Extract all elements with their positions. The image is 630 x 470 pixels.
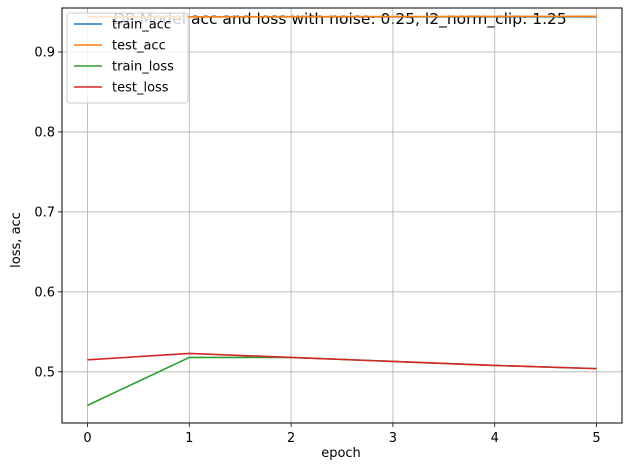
y-tick-label: 0.6 bbox=[34, 285, 55, 300]
x-tick-label: 4 bbox=[491, 431, 499, 446]
x-axis-label: epoch bbox=[321, 446, 361, 461]
x-tick-label: 1 bbox=[185, 431, 193, 446]
x-tick-label: 3 bbox=[389, 431, 397, 446]
x-tick-label: 2 bbox=[287, 431, 295, 446]
x-tick-label: 0 bbox=[83, 431, 91, 446]
plot-frame bbox=[61, 7, 623, 424]
legend-label: train_acc bbox=[112, 18, 171, 33]
grid bbox=[62, 8, 622, 423]
y-tick-label: 0.5 bbox=[34, 365, 55, 380]
series-line-train-loss bbox=[87, 356, 597, 407]
legend: train_acc test_acc train_loss test_loss bbox=[66, 12, 189, 104]
y-tick-label: 0.8 bbox=[34, 125, 55, 140]
series-line-test-loss bbox=[87, 352, 597, 370]
y-axis-label: loss, acc bbox=[9, 212, 24, 268]
legend-label: test_loss bbox=[112, 81, 169, 96]
y-axis-ticks: 0.5 0.6 0.7 0.8 0.9 bbox=[34, 45, 62, 380]
legend-label: train_loss bbox=[112, 60, 174, 75]
legend-box bbox=[66, 12, 189, 104]
x-axis-ticks: 0 1 2 3 4 5 bbox=[83, 423, 601, 446]
y-tick-label: 0.9 bbox=[34, 45, 55, 60]
y-tick-label: 0.7 bbox=[34, 205, 55, 220]
chart-title: DP Model acc and loss with noise: 0.25, … bbox=[113, 10, 566, 29]
legend-label: test_acc bbox=[112, 39, 166, 54]
x-tick-label: 5 bbox=[592, 431, 600, 446]
